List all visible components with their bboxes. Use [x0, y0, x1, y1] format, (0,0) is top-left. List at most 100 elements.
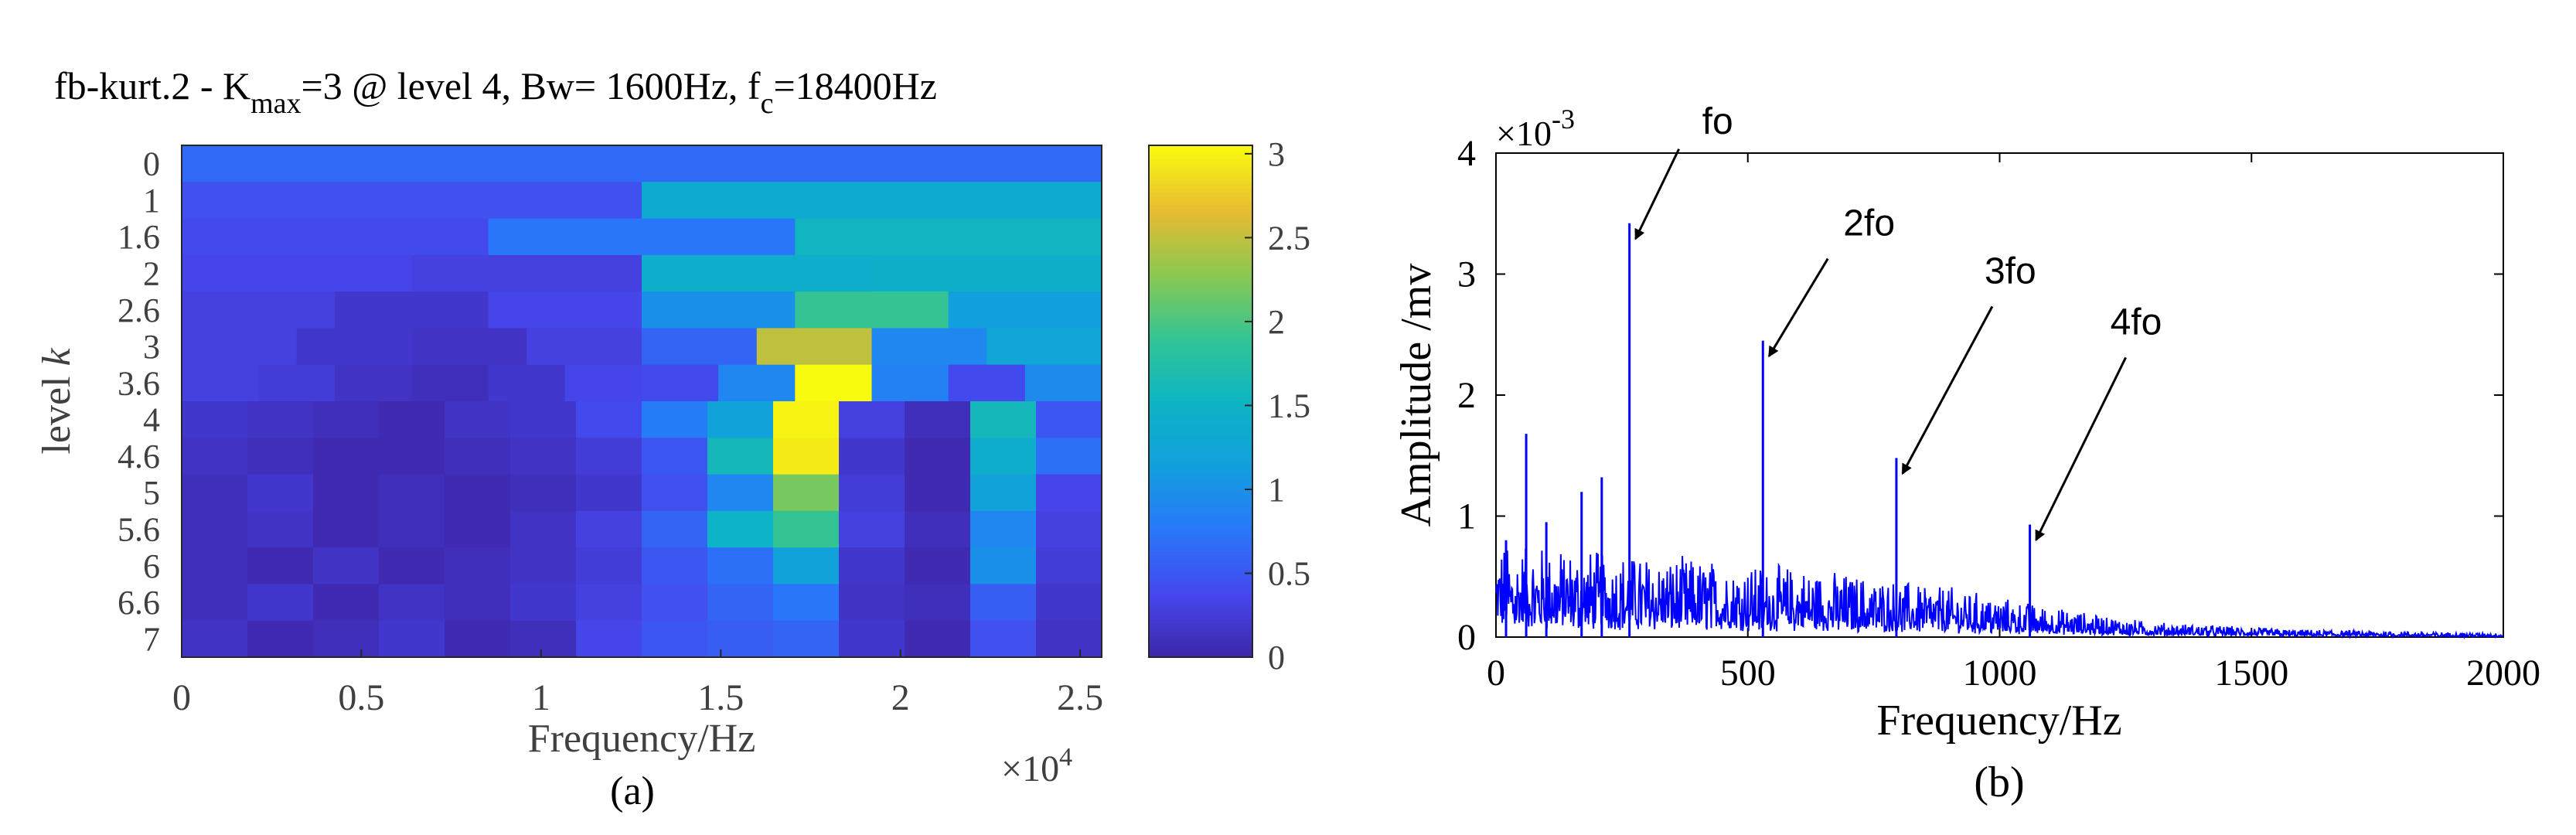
heatmap-cell — [1036, 584, 1102, 622]
colorbar-segment — [1149, 162, 1252, 168]
colorbar-segment — [1149, 243, 1252, 249]
colorbar-segment — [1149, 286, 1252, 291]
colorbar-segment — [1149, 358, 1252, 364]
level-tick-label: 2.6 — [118, 291, 160, 329]
heatmap-cell — [247, 474, 314, 512]
heatmap-cell — [986, 328, 1102, 366]
colorbar-segment — [1149, 631, 1252, 637]
colorbar-segment — [1149, 559, 1252, 564]
heatmap-cell — [642, 328, 758, 366]
heatmap-cell — [839, 438, 905, 475]
heatmap-cell — [488, 218, 796, 256]
level-tick-label: 5.6 — [118, 511, 160, 549]
annotation-label: 2fo — [1843, 203, 1895, 244]
colorbar-segment — [1149, 354, 1252, 360]
kurtogram-panel: fb-kurt.2 - Kmax=3 @ level 4, Bw= 1600Hz… — [35, 64, 1310, 813]
level-tick-label: 1.6 — [118, 218, 160, 256]
colorbar-segment — [1149, 542, 1252, 547]
heatmap-cell — [445, 584, 511, 622]
colorbar-tick-label: 2.5 — [1268, 219, 1310, 257]
colorbar-segment — [1149, 295, 1252, 300]
y-tick-label: 1 — [1457, 496, 1476, 537]
annotation-label: fo — [1702, 101, 1733, 142]
colorbar-segment — [1149, 388, 1252, 394]
colorbar-segment — [1149, 209, 1252, 215]
heatmap-cell — [247, 584, 314, 622]
heatmap-cell — [642, 254, 873, 292]
colorbar-segment — [1149, 512, 1252, 517]
heatmap-cell — [839, 510, 905, 548]
colorbar-segment — [1149, 499, 1252, 505]
colorbar-segment — [1149, 516, 1252, 522]
kurtogram-xlabel: Frequency/Hz — [528, 717, 756, 761]
spectrum-ticks: 0 500 1000 1500 2000 0 1 2 3 4 — [1457, 133, 2540, 694]
colorbar-segment — [1149, 546, 1252, 551]
heatmap-cell — [445, 438, 511, 475]
heatmap-cell — [970, 438, 1037, 475]
heatmap-cell — [182, 401, 248, 438]
colorbar-segment — [1149, 507, 1252, 513]
colorbar-segment — [1149, 179, 1252, 185]
heatmap-cell — [1036, 510, 1102, 548]
colorbar-segment — [1149, 256, 1252, 261]
colorbar-segment — [1149, 332, 1252, 339]
heatmap-cell — [642, 401, 708, 438]
heatmap-cell — [905, 547, 971, 585]
annotation-arrow — [1901, 305, 1994, 475]
heatmap-cell — [526, 328, 642, 366]
heatmap-cell — [335, 291, 489, 329]
colorbar-segment — [1149, 222, 1252, 227]
heatmap-cell — [182, 364, 259, 402]
heatmap-cell — [445, 620, 511, 658]
heatmap-cell — [642, 510, 708, 548]
colorbar-segment — [1149, 554, 1252, 560]
heatmap-cell — [379, 401, 445, 438]
colorbar-segment — [1149, 363, 1252, 368]
level-tick-label: 2 — [143, 255, 160, 293]
heatmap-cell — [379, 547, 445, 585]
heatmap-cell — [182, 254, 413, 292]
colorbar-segment — [1149, 375, 1252, 381]
heatmap-cell — [871, 364, 949, 402]
heatmap-cell — [510, 510, 577, 548]
heatmap-cell — [182, 145, 1102, 182]
heatmap-cell — [510, 620, 577, 658]
colorbar-segment — [1149, 145, 1252, 151]
colorbar-segment — [1149, 341, 1252, 347]
colorbar-segment — [1149, 550, 1252, 556]
x-tick-label: 1.5 — [697, 677, 744, 718]
colorbar-segment — [1149, 183, 1252, 189]
y-tick-label: 3 — [1457, 254, 1476, 295]
colorbar-segment — [1149, 529, 1252, 534]
x-tick-label: 2.5 — [1057, 677, 1103, 718]
heatmap-cell — [379, 474, 445, 512]
heatmap-cell — [948, 364, 1026, 402]
heatmap-cell — [576, 547, 642, 585]
heatmap-cell — [948, 291, 1102, 329]
heatmap-cell — [313, 438, 380, 475]
colorbar-segment — [1149, 346, 1252, 351]
colorbar-segment — [1149, 571, 1252, 577]
heatmap-cell — [296, 328, 413, 366]
heatmap-cell — [707, 474, 774, 512]
x-tick-label: 1 — [532, 677, 550, 718]
colorbar-segment — [1149, 315, 1252, 321]
y-tick-label: 2 — [1457, 375, 1476, 416]
heatmap-cell — [642, 182, 1102, 220]
heatmap-cell — [756, 328, 873, 366]
heatmap-cell — [970, 510, 1037, 548]
heatmap-cell — [970, 584, 1037, 622]
colorbar-segment — [1149, 422, 1252, 428]
kurtogram-axes-box — [181, 145, 1102, 658]
colorbar-segment — [1149, 452, 1252, 458]
heatmap-cell — [411, 328, 527, 366]
colorbar-segment — [1149, 251, 1252, 257]
heatmap-cell — [247, 438, 314, 475]
heatmap-cell — [1036, 474, 1102, 512]
heatmap-cell — [905, 510, 971, 548]
colorbar-segment — [1149, 653, 1252, 658]
colorbar-segment — [1149, 175, 1252, 180]
colorbar-segment — [1149, 605, 1252, 612]
heatmap-cell — [576, 584, 642, 622]
